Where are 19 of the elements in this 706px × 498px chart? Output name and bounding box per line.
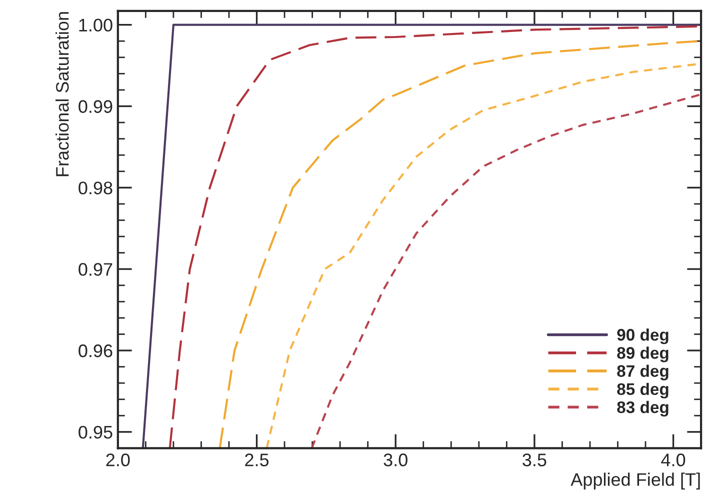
y-tick-label: 0.97 [78,263,112,276]
line-series [310,94,700,448]
y-tick-label: 0.99 [78,100,112,113]
y-tick-label: 1.00 [79,18,112,32]
x-tick-label: 4.0 [661,454,686,466]
legend-label: 85 deg [617,382,668,398]
x-tick-label: 3.0 [384,454,408,466]
x-tick-label: 2.0 [106,454,130,466]
y-tick-label: 0.96 [78,344,112,358]
legend-label: 90 deg [617,328,668,344]
x-tick-label: 3.5 [522,454,546,466]
x-tick-label: 2.5 [245,454,269,466]
y-tick-label: 0.98 [78,182,112,194]
legend-label: 83 deg [617,400,668,417]
y-tick-label: 0.95 [78,426,112,439]
x-axis-title: Applied Field [T] [570,472,700,490]
legend-label: 89 deg [617,346,668,362]
y-axis-title: Fractional Saturation [56,12,69,176]
legend-label: 87 deg [617,364,668,380]
